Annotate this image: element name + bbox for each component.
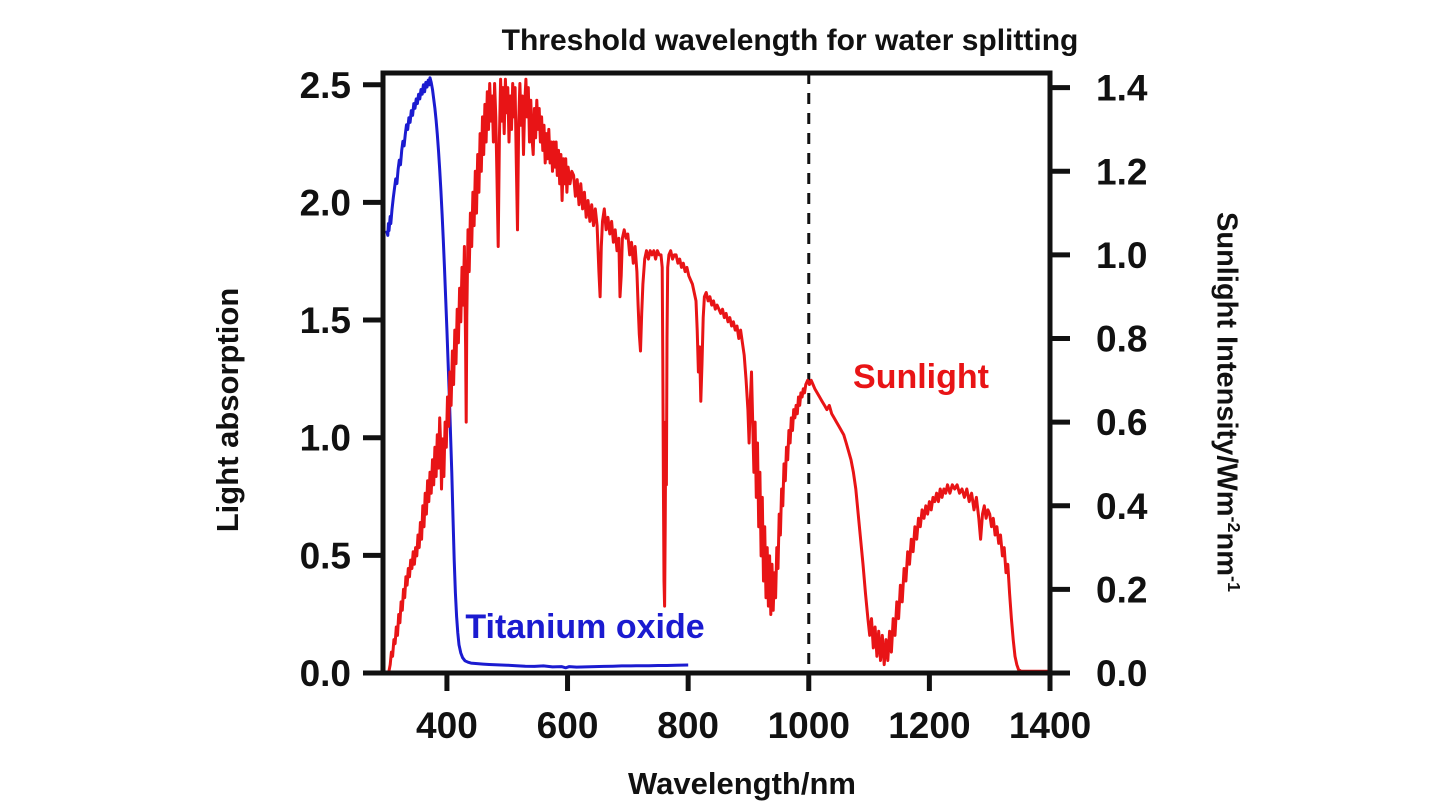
right-axis-title-text: nm xyxy=(1210,532,1243,577)
titanium-oxide-curve xyxy=(385,76,689,670)
x-tick-label: 800 xyxy=(657,705,719,746)
x-tick-label: 400 xyxy=(416,705,478,746)
x-tick-label: 1200 xyxy=(888,705,970,746)
right-tick-label: 1.4 xyxy=(1096,68,1148,109)
left-tick-label: 1.5 xyxy=(300,300,351,341)
sunlight-series-label: Sunlight xyxy=(853,358,989,396)
right-tick-label: 0.0 xyxy=(1096,653,1147,694)
left-tick-label: 2.5 xyxy=(300,65,351,106)
left-tick-label: 0.5 xyxy=(300,535,351,576)
right-tick-label: 0.2 xyxy=(1096,569,1147,610)
right-axis-title: Sunlight Intensity/Wm-2nm-1 xyxy=(1200,142,1244,662)
x-tick-label: 600 xyxy=(537,705,599,746)
left-tick-label: 0.0 xyxy=(300,653,351,694)
right-tick-label: 0.4 xyxy=(1096,486,1148,527)
x-tick-label: 1000 xyxy=(768,705,850,746)
right-axis-title-sup: -1 xyxy=(1224,576,1244,592)
x-axis-title: Wavelength/nm xyxy=(628,766,856,801)
plot-frame xyxy=(380,70,1053,676)
right-axis-title-sup: -2 xyxy=(1224,516,1244,533)
left-tick-label: 1.0 xyxy=(300,418,351,459)
chart-title: Threshold wavelength for water splitting xyxy=(501,24,1079,57)
right-tick-label: 1.0 xyxy=(1096,235,1147,276)
right-tick-label: 0.8 xyxy=(1096,319,1147,360)
x-tick-label: 1400 xyxy=(1009,705,1091,746)
left-axis-title: Light absorption xyxy=(210,287,245,533)
right-axis-title-text: Sunlight Intensity/Wm xyxy=(1210,212,1243,517)
right-tick-label: 0.6 xyxy=(1096,402,1147,443)
sunlight-curve xyxy=(387,77,1050,673)
left-tick-label: 2.0 xyxy=(300,182,351,223)
titanium-oxide-series-label: Titanium oxide xyxy=(465,608,705,646)
right-tick-label: 1.2 xyxy=(1096,151,1147,192)
